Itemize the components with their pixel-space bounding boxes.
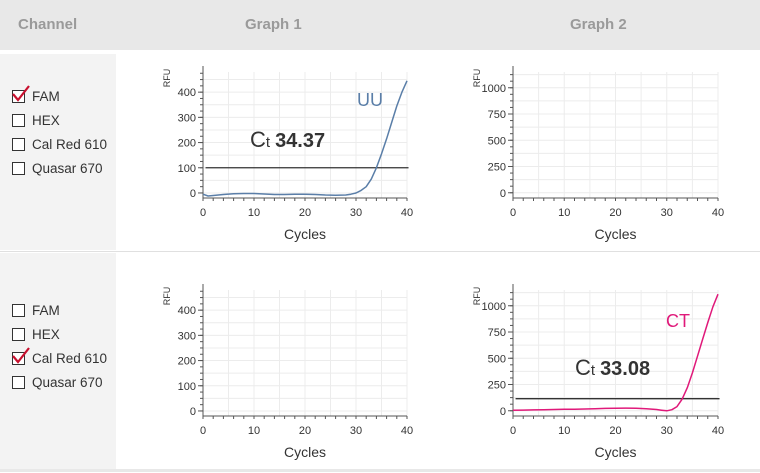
x-tick-label: 0	[510, 425, 516, 437]
checkbox-fam[interactable]	[12, 303, 25, 317]
y-tick-label: 0	[500, 188, 506, 200]
row2-channel-fam[interactable]: FAM	[12, 298, 107, 322]
y-tick-label: 400	[178, 87, 196, 99]
channel-label: FAM	[32, 88, 60, 104]
x-tick-label: 20	[609, 207, 621, 219]
channel-label: HEX	[32, 326, 60, 342]
x-tick-label: 20	[609, 425, 621, 437]
checkbox-hex[interactable]	[12, 113, 25, 127]
checkbox-hex[interactable]	[12, 327, 25, 341]
y-axis-label: RFU	[472, 69, 482, 88]
y-tick-label: 0	[500, 406, 506, 418]
x-tick-label: 10	[248, 425, 260, 437]
y-tick-label: 0	[190, 406, 196, 418]
x-tick-label: 10	[248, 207, 260, 219]
x-tick-label: 40	[401, 207, 413, 219]
y-tick-label: 100	[178, 381, 196, 393]
y-tick-label: 400	[178, 305, 196, 317]
row2-channel-list: FAM HEX Cal Red 610 Quasar 670	[12, 298, 107, 394]
checkbox-quasar[interactable]	[12, 375, 25, 389]
x-axis-label: Cycles	[594, 444, 636, 460]
channel-label: Quasar 670	[32, 160, 103, 176]
x-tick-label: 30	[661, 425, 673, 437]
x-axis-label: Cycles	[284, 444, 326, 460]
row1-channel-list: FAM HEX Cal Red 610 Quasar 670	[12, 84, 107, 180]
row2-channel-quasar[interactable]: Quasar 670	[12, 370, 107, 394]
graph2-header: Graph 2	[570, 16, 627, 33]
channel-label: FAM	[32, 302, 60, 318]
row1-channel-quasar[interactable]: Quasar 670	[12, 156, 107, 180]
y-tick-label: 0	[190, 188, 196, 200]
y-axis-label: RFU	[162, 69, 172, 88]
y-tick-label: 200	[178, 138, 196, 150]
y-tick-label: 750	[488, 327, 506, 339]
y-tick-label: 1000	[482, 83, 506, 95]
y-axis-label: RFU	[472, 287, 482, 306]
row-divider	[0, 251, 760, 252]
x-tick-label: 40	[712, 207, 724, 219]
x-tick-label: 0	[200, 425, 206, 437]
header-bar: Channel Graph 1 Graph 2	[0, 0, 760, 50]
y-tick-label: 250	[488, 162, 506, 174]
grid	[512, 290, 719, 416]
x-tick-label: 0	[510, 207, 516, 219]
y-tick-label: 750	[488, 109, 506, 121]
x-axis-label: Cycles	[594, 226, 636, 242]
x-tick-label: 10	[558, 425, 570, 437]
chart-row1-graph2: 0 10 20 30 40 0 250 500 750 1000 Cycles RFU	[472, 66, 724, 242]
y-tick-label: 1000	[482, 301, 506, 313]
y-tick-label: 300	[178, 330, 196, 342]
channel-label: Cal Red 610	[32, 350, 108, 366]
checkbox-calred[interactable]	[12, 137, 25, 151]
series-name-label: CT	[666, 311, 690, 331]
ct-label: Ct 34.37	[250, 127, 325, 152]
footer-line	[0, 469, 760, 472]
x-tick-label: 40	[401, 425, 413, 437]
x-tick-label: 30	[350, 425, 362, 437]
row1-channel-calred[interactable]: Cal Red 610	[12, 132, 107, 156]
y-axis-label: RFU	[162, 287, 172, 306]
check-icon	[12, 346, 30, 364]
channel-label: HEX	[32, 112, 60, 128]
checkbox-quasar[interactable]	[12, 161, 25, 175]
series-name-label: UU	[357, 90, 383, 110]
graph1-header: Graph 1	[245, 16, 302, 33]
y-tick-label: 200	[178, 356, 196, 368]
row2-channel-hex[interactable]: HEX	[12, 322, 107, 346]
ct-label: Ct 33.08	[575, 355, 650, 380]
channel-header: Channel	[18, 16, 78, 33]
x-tick-label: 0	[200, 207, 206, 219]
x-tick-label: 30	[350, 207, 362, 219]
grid	[202, 290, 408, 416]
x-tick-label: 10	[558, 207, 570, 219]
y-tick-label: 250	[488, 380, 506, 392]
checkbox-fam-checked[interactable]	[12, 84, 30, 103]
row1-channel-panel	[0, 54, 116, 250]
chart-row2-graph2: 0 10 20 30 40 0 250 500 750 1000 Cycles RFU CT Ct 33.0…	[472, 284, 724, 460]
x-tick-label: 40	[712, 425, 724, 437]
row2-channel-calred[interactable]: Cal Red 610	[12, 346, 107, 370]
x-tick-label: 20	[299, 425, 311, 437]
y-tick-label: 300	[178, 112, 196, 124]
row1-channel-fam[interactable]: FAM	[12, 84, 107, 108]
checkbox-calred-checked[interactable]	[12, 346, 30, 365]
channel-label: Cal Red 610	[32, 136, 108, 152]
y-tick-label: 500	[488, 353, 506, 365]
channel-label: Quasar 670	[32, 374, 103, 390]
y-tick-label: 100	[178, 163, 196, 175]
row1-channel-hex[interactable]: HEX	[12, 108, 107, 132]
check-icon	[12, 84, 30, 102]
grid	[512, 72, 719, 198]
x-axis-label: Cycles	[284, 226, 326, 242]
x-tick-label: 20	[299, 207, 311, 219]
series-line-uu	[202, 80, 408, 197]
y-tick-label: 500	[488, 135, 506, 147]
series-line-ct	[512, 293, 719, 412]
x-tick-label: 30	[661, 207, 673, 219]
